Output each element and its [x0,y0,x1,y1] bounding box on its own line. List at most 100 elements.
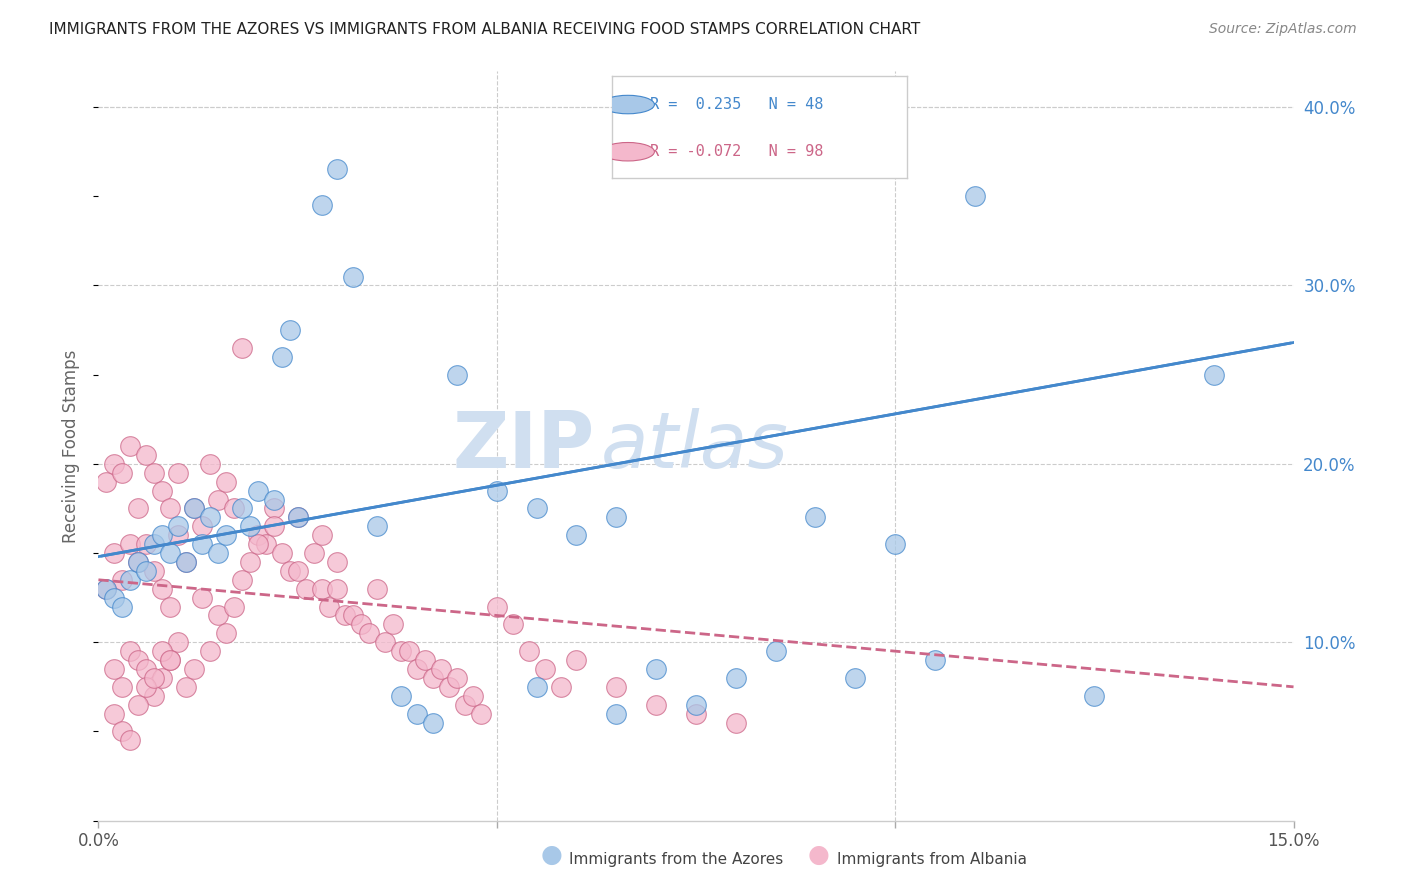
Point [96,582,118,596]
Point [120,573,142,587]
Point [135,564,157,578]
Point [167,466,190,480]
Point [398,644,420,658]
Point [287,564,309,578]
Point [103,546,125,560]
Text: atlas: atlas [600,408,789,484]
Point [422,715,444,730]
Point [150,644,173,658]
Point [191,537,214,551]
Point [127,653,149,667]
Point [430,662,453,676]
Point [159,501,181,516]
Point [326,162,349,177]
Point [446,368,468,382]
Point [724,715,747,730]
Point [605,510,627,524]
Point [422,671,444,685]
Point [366,519,388,533]
Point [215,528,238,542]
Point [605,706,627,721]
Point [550,680,572,694]
Point [485,599,508,614]
Text: R = -0.072   N = 98: R = -0.072 N = 98 [650,145,824,160]
Point [318,599,340,614]
Point [270,546,292,560]
Point [1202,368,1225,382]
Point [143,689,166,703]
Point [413,653,436,667]
Point [198,457,221,471]
Point [645,698,668,712]
Point [167,528,190,542]
Point [111,680,134,694]
Point [159,653,181,667]
Point [120,644,142,658]
Point [645,662,668,676]
Point [135,662,157,676]
Point [326,555,349,569]
Point [246,528,269,542]
Point [183,501,205,516]
Point [350,617,373,632]
Point [302,546,325,560]
Point [127,698,149,712]
Point [335,608,357,623]
Point [254,537,277,551]
Point [311,528,333,542]
Point [565,528,588,542]
Point [191,519,214,533]
Point [263,519,285,533]
Point [167,635,190,649]
Point [150,528,173,542]
Point [685,706,707,721]
Point [502,617,524,632]
Point [231,501,253,516]
Point [311,198,333,212]
Point [470,706,492,721]
Point [174,680,197,694]
Point [517,644,540,658]
Point [311,582,333,596]
Point [207,608,229,623]
Point [924,653,946,667]
Point [167,519,190,533]
Point [135,448,157,462]
Point [231,573,253,587]
Point [207,492,229,507]
Point [103,591,125,605]
Text: Immigrants from the Azores: Immigrants from the Azores [569,852,783,867]
Point [120,733,142,747]
Point [150,671,173,685]
Point [287,510,309,524]
Point [278,564,301,578]
Point [1083,689,1105,703]
Point [533,662,555,676]
Point [159,653,181,667]
Point [120,439,142,453]
Point [963,189,986,203]
Point [342,608,364,623]
Point [605,680,627,694]
Point [159,599,181,614]
Point [382,617,405,632]
Point [159,546,181,560]
Point [111,573,134,587]
Text: Source: ZipAtlas.com: Source: ZipAtlas.com [1209,22,1357,37]
Point [111,599,134,614]
Point [263,501,285,516]
Point [246,537,269,551]
Circle shape [602,143,654,161]
Point [884,537,907,551]
Point [389,689,412,703]
Circle shape [602,95,654,114]
Point [103,662,125,676]
Point [143,466,166,480]
Point [111,466,134,480]
Point [724,671,747,685]
Text: ZIP: ZIP [453,408,595,484]
Point [389,644,412,658]
Point [565,653,588,667]
Point [239,555,262,569]
Point [326,582,349,596]
